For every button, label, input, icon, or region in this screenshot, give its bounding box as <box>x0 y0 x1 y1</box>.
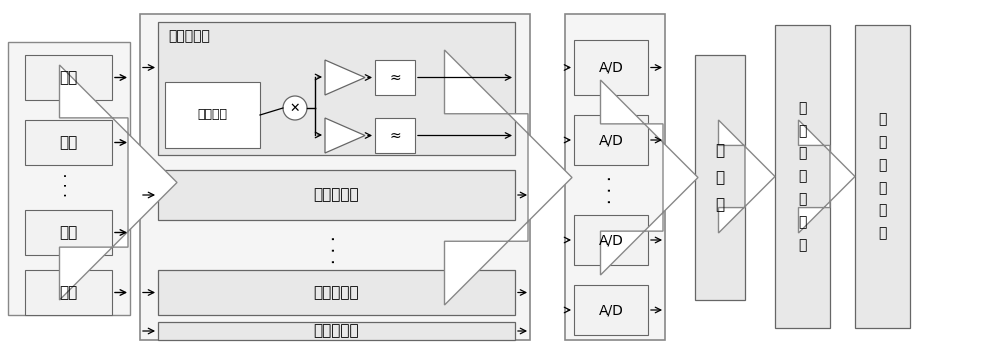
Bar <box>574 215 648 265</box>
Text: ✕: ✕ <box>290 102 300 114</box>
Bar <box>8 42 130 315</box>
Circle shape <box>283 96 307 120</box>
Bar <box>25 210 112 255</box>
Polygon shape <box>798 120 855 233</box>
Bar <box>158 270 515 315</box>
Bar <box>855 25 910 328</box>
Text: 接收机通道: 接收机通道 <box>314 285 359 300</box>
Bar <box>25 55 112 100</box>
Polygon shape <box>325 118 365 153</box>
Polygon shape <box>325 60 365 95</box>
Text: 信
号
处
理
子
系
统: 信 号 处 理 子 系 统 <box>798 101 807 252</box>
Text: · · ·: · · · <box>602 176 620 204</box>
Text: · · ·: · · · <box>326 235 344 264</box>
Text: A/D: A/D <box>599 60 623 74</box>
Text: 相
关
器: 相 关 器 <box>715 143 725 212</box>
Bar <box>375 60 415 95</box>
Bar <box>158 22 515 155</box>
Polygon shape <box>444 50 572 305</box>
Text: 接收机通道: 接收机通道 <box>314 187 359 203</box>
Bar <box>25 120 112 165</box>
Bar <box>695 55 745 300</box>
Text: A/D: A/D <box>599 133 623 147</box>
Text: ≈: ≈ <box>389 128 401 143</box>
Text: A/D: A/D <box>599 303 623 317</box>
Bar <box>165 82 260 148</box>
Bar <box>565 14 665 340</box>
Text: 接收机通道: 接收机通道 <box>314 323 359 339</box>
Bar <box>140 14 530 340</box>
Polygon shape <box>600 80 698 275</box>
Bar <box>375 118 415 153</box>
Text: 天线: 天线 <box>59 70 78 85</box>
Polygon shape <box>60 65 177 300</box>
Text: 天线: 天线 <box>59 285 78 300</box>
Text: 天线: 天线 <box>59 225 78 240</box>
Text: ≈: ≈ <box>389 71 401 84</box>
Bar <box>574 115 648 165</box>
Bar <box>158 322 515 340</box>
Text: A/D: A/D <box>599 233 623 247</box>
Text: 天线: 天线 <box>59 135 78 150</box>
Bar <box>574 40 648 95</box>
Text: 原
始
亮
温
图
像: 原 始 亮 温 图 像 <box>878 113 887 240</box>
Bar <box>158 170 515 220</box>
Polygon shape <box>718 120 775 233</box>
Text: 接收机通道: 接收机通道 <box>168 29 210 43</box>
Text: 射频前端: 射频前端 <box>198 108 228 121</box>
Bar <box>25 270 112 315</box>
Bar <box>574 285 648 335</box>
Bar <box>775 25 830 328</box>
Text: · · ·: · · · <box>60 173 76 197</box>
